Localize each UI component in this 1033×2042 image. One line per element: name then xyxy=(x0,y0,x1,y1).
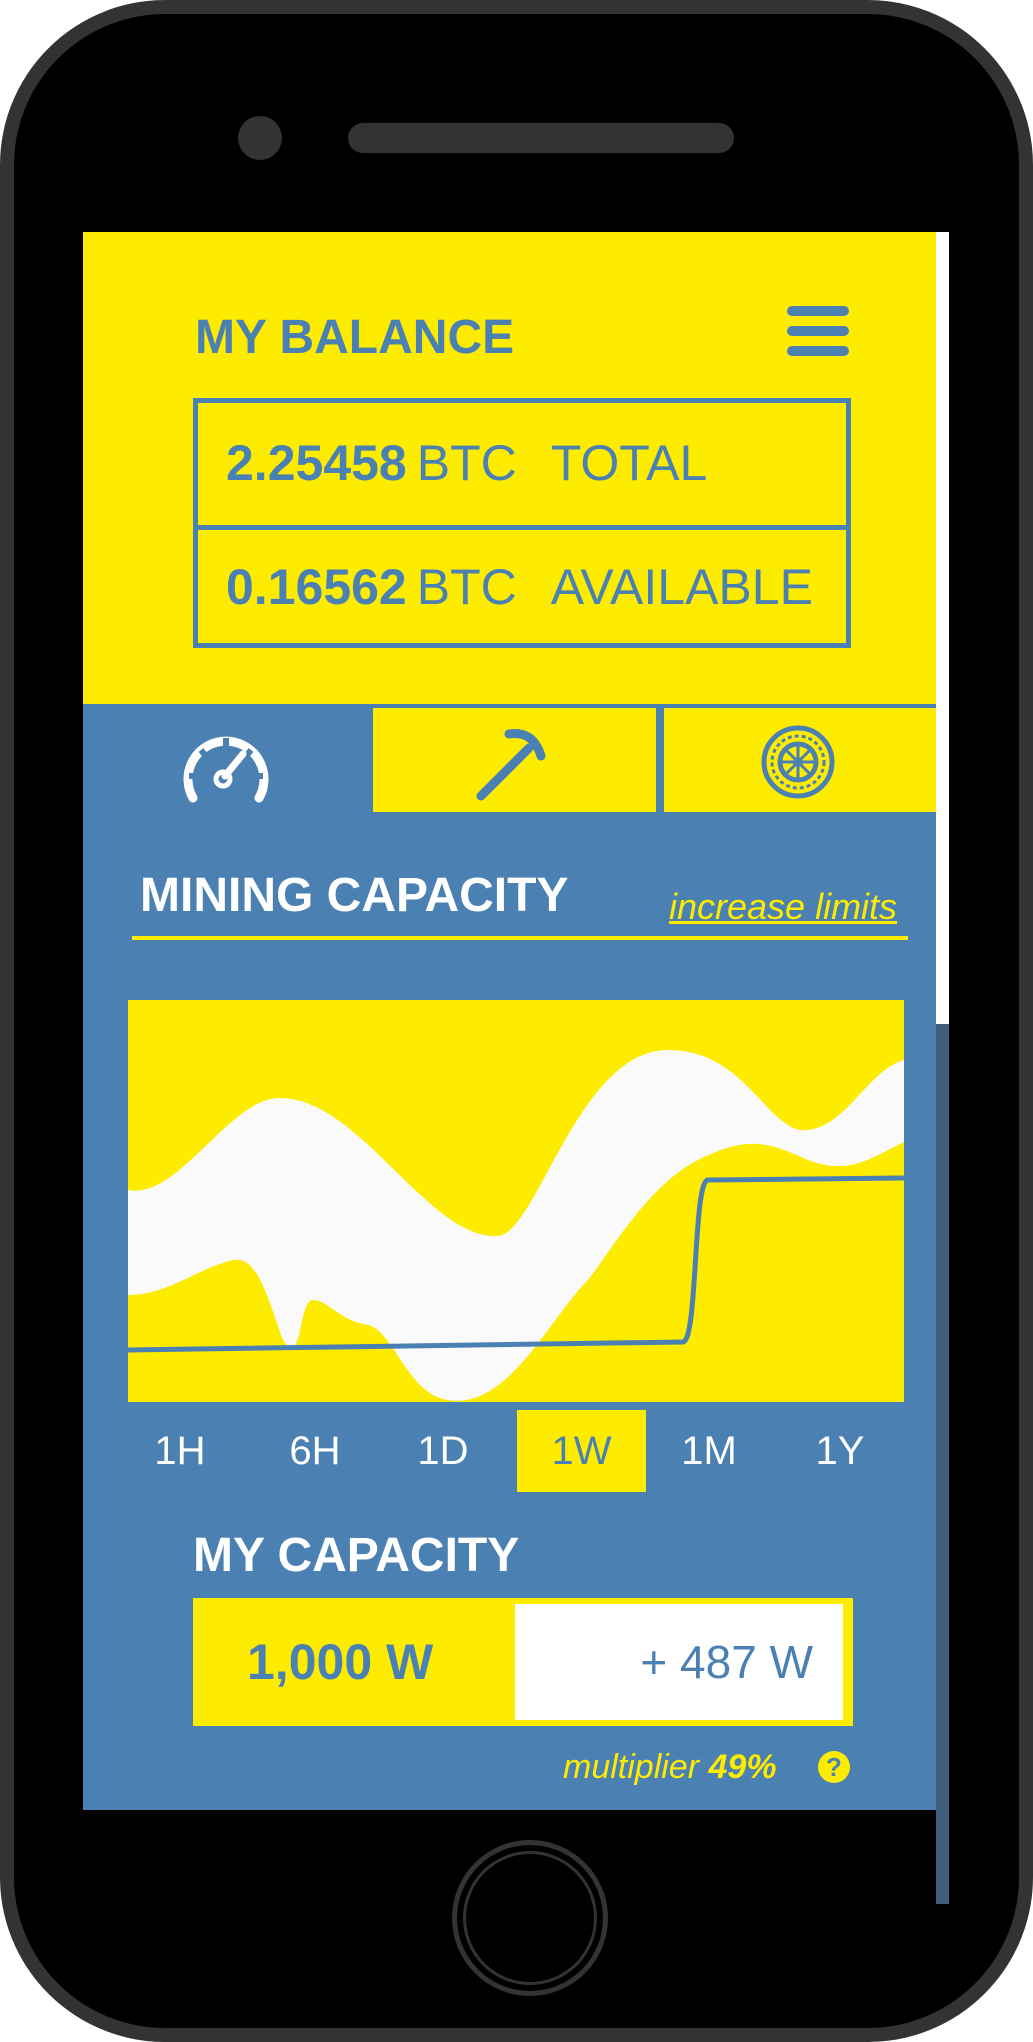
pickaxe-icon xyxy=(476,728,546,801)
help-icon[interactable]: ? xyxy=(818,1751,850,1783)
balance-available-label: AVAILABLE xyxy=(550,559,813,615)
app-screen: MY BALANCE 2.25458 BTC TOTAL 0.16562 BTC AVA… xyxy=(83,232,949,1810)
capacity-panel: 1,000 W + 487 W xyxy=(193,1598,853,1726)
speaker-grille xyxy=(348,123,734,153)
hamburger-menu-icon[interactable] xyxy=(787,306,849,356)
range-1d[interactable]: 1D xyxy=(417,1429,469,1473)
multiplier-text: multiplier 49% xyxy=(563,1748,777,1787)
tab-settings[interactable] xyxy=(664,708,936,812)
front-camera xyxy=(238,116,282,160)
range-selector: 1H 6H 1D 1W 1M 1Y xyxy=(83,1410,949,1494)
range-1m[interactable]: 1M xyxy=(681,1429,737,1473)
scrollbar-track[interactable] xyxy=(936,232,949,1024)
home-button[interactable] xyxy=(452,1840,608,1996)
balance-total-label: TOTAL xyxy=(550,435,708,491)
speedometer-icon xyxy=(183,736,269,803)
add-capacity-button[interactable]: + 487 W xyxy=(515,1604,843,1720)
balance-total-row: 2.25458 BTC TOTAL xyxy=(198,403,846,523)
range-1w[interactable]: 1W xyxy=(517,1410,646,1492)
section-title-my-capacity: MY CAPACITY xyxy=(193,1529,520,1582)
tab-dashboard[interactable] xyxy=(83,708,369,812)
scrollbar-rail[interactable] xyxy=(936,1024,949,1904)
balance-total-unit: BTC xyxy=(416,435,517,491)
multiplier-label: multiplier xyxy=(563,1748,700,1786)
balance-panel: 2.25458 BTC TOTAL 0.16562 BTC AVAILABLE xyxy=(193,398,851,648)
balance-available-amount: 0.16562 xyxy=(226,559,407,615)
chart-white-area xyxy=(128,1050,904,1401)
wheel-icon xyxy=(761,725,835,799)
section-divider xyxy=(132,936,908,940)
section-title-mining-capacity: MINING CAPACITY xyxy=(140,869,569,922)
tab-mining[interactable] xyxy=(373,708,656,812)
balance-total-amount: 2.25458 xyxy=(226,435,407,491)
chart-capacity-line xyxy=(128,1175,904,1353)
page-title: MY BALANCE xyxy=(195,311,515,364)
range-6h[interactable]: 6H xyxy=(289,1429,341,1473)
range-1y[interactable]: 1Y xyxy=(815,1429,865,1473)
balance-header: MY BALANCE 2.25458 BTC TOTAL 0.16562 BTC AVA… xyxy=(83,232,936,704)
capacity-value: 1,000 W xyxy=(247,1634,434,1690)
capacity-chart xyxy=(128,1000,904,1402)
balance-available-unit: BTC xyxy=(416,559,517,615)
range-1h[interactable]: 1H xyxy=(154,1429,206,1473)
multiplier-value: 49% xyxy=(708,1748,777,1786)
balance-available-row: 0.16562 BTC AVAILABLE xyxy=(198,525,846,645)
increase-limits-link[interactable]: increase limits xyxy=(669,886,898,927)
